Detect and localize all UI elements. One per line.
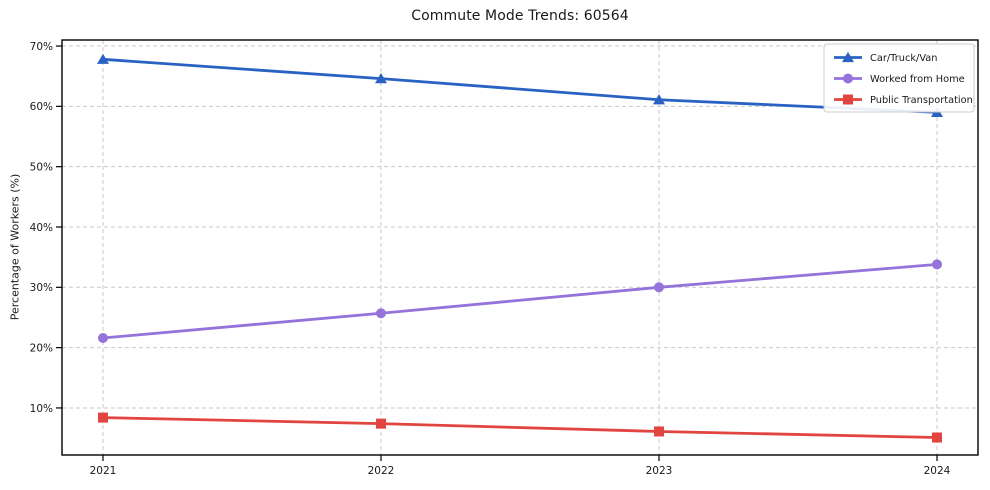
y-tick-label: 70%	[30, 41, 53, 53]
legend-label: Worked from Home	[870, 74, 965, 85]
series-public-transportation	[98, 412, 942, 443]
legend: Car/Truck/Van Worked from Home Public Tran…	[823, 43, 975, 113]
x-tick-label: 2021	[90, 465, 117, 477]
y-tick-label: 40%	[30, 222, 53, 234]
series-car-truck-van	[97, 53, 943, 117]
y-tick-label: 30%	[30, 282, 53, 294]
legend-label: Public Transportation	[870, 95, 973, 106]
y-axis-label: Percentage of Workers (%)	[8, 173, 22, 321]
y-tick-label: 10%	[30, 403, 53, 415]
y-tick-label: 60%	[30, 101, 53, 113]
x-tick-label: 2022	[368, 465, 395, 477]
y-tick-label: 50%	[30, 161, 53, 173]
chart-title: Commute Mode Trends: 60564	[411, 8, 629, 24]
x-tick-label: 2023	[646, 465, 673, 477]
x-axis: 2021 2022 2023 2024	[90, 455, 951, 477]
y-tick-label: 20%	[30, 342, 53, 354]
legend-label: Car/Truck/Van	[870, 53, 937, 64]
legend-item: Worked from Home	[834, 73, 965, 85]
y-axis: 10% 20% 30% 40% 50% 60% 70%	[30, 41, 62, 415]
legend-item: Car/Truck/Van	[834, 51, 937, 64]
x-tick-label: 2024	[924, 465, 951, 477]
plot-border	[61, 39, 979, 456]
legend-item: Public Transportation	[834, 94, 973, 106]
series-worked-from-home	[98, 259, 942, 343]
